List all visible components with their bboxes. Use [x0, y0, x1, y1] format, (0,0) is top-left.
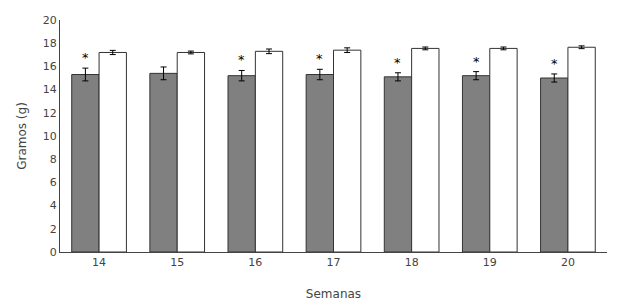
svg-text:18: 18: [405, 256, 419, 269]
svg-text:4: 4: [50, 199, 57, 212]
svg-text:8: 8: [50, 153, 57, 166]
svg-text:*: *: [82, 50, 89, 65]
svg-text:17: 17: [327, 256, 341, 269]
svg-text:6: 6: [50, 176, 57, 189]
svg-text:*: *: [238, 52, 245, 67]
svg-text:Gramos (g): Gramos (g): [15, 102, 29, 170]
svg-text:16: 16: [43, 60, 57, 73]
svg-text:*: *: [551, 56, 558, 71]
svg-text:Semanas: Semanas: [306, 287, 361, 301]
svg-text:2: 2: [50, 223, 57, 236]
svg-text:12: 12: [43, 107, 57, 120]
svg-text:14: 14: [92, 256, 106, 269]
svg-text:10: 10: [43, 130, 57, 143]
svg-text:16: 16: [248, 256, 262, 269]
svg-text:20: 20: [561, 256, 575, 269]
svg-text:*: *: [394, 55, 401, 70]
svg-text:*: *: [473, 54, 480, 69]
svg-text:19: 19: [483, 256, 497, 269]
svg-text:15: 15: [170, 256, 184, 269]
svg-text:0: 0: [50, 246, 57, 259]
svg-text:14: 14: [43, 83, 57, 96]
svg-text:18: 18: [43, 37, 57, 50]
svg-text:20: 20: [43, 14, 57, 27]
svg-text:*: *: [316, 51, 323, 66]
